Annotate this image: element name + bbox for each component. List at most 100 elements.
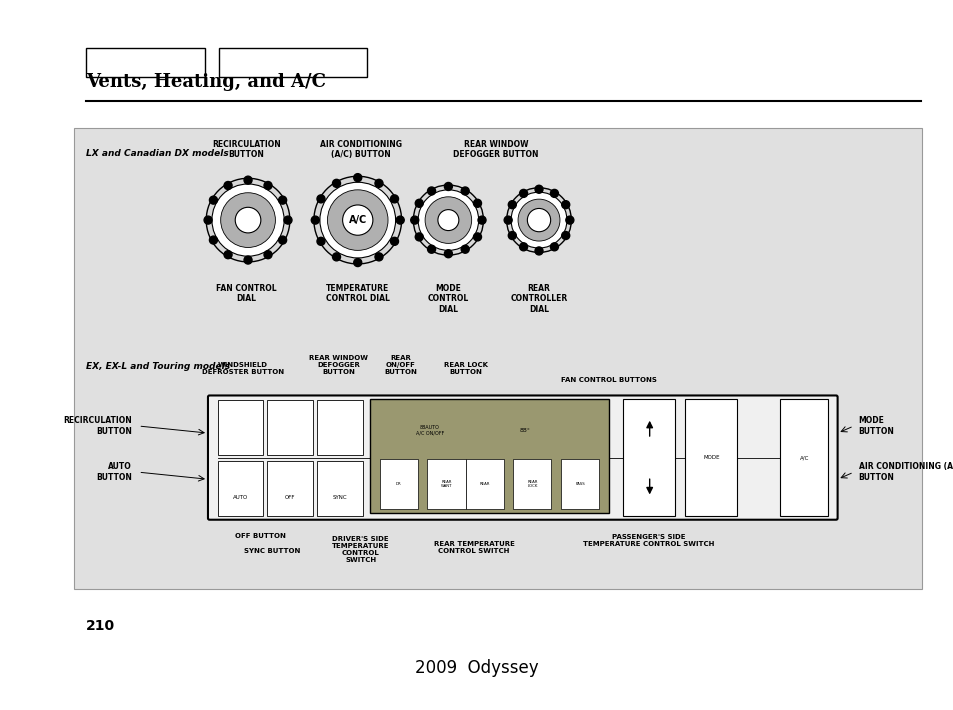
Circle shape: [327, 190, 388, 251]
Text: FAN CONTROL
DIAL: FAN CONTROL DIAL: [215, 284, 276, 303]
Bar: [267, 400, 313, 455]
Circle shape: [278, 236, 286, 244]
Text: DR: DR: [395, 482, 401, 486]
Circle shape: [311, 216, 319, 224]
Circle shape: [395, 216, 404, 224]
Circle shape: [390, 237, 398, 246]
Circle shape: [333, 180, 340, 187]
Circle shape: [519, 243, 527, 251]
Circle shape: [314, 176, 401, 264]
Text: REAR
CONTROLLER
DIAL: REAR CONTROLLER DIAL: [510, 284, 567, 314]
Circle shape: [316, 195, 325, 203]
Circle shape: [333, 253, 340, 261]
Text: PASSENGER'S SIDE
TEMPERATURE CONTROL SWITCH: PASSENGER'S SIDE TEMPERATURE CONTROL SWI…: [582, 534, 714, 547]
Text: WINDSHIELD
DEFROSTER BUTTON: WINDSHIELD DEFROSTER BUTTON: [202, 362, 284, 375]
Circle shape: [535, 185, 542, 193]
Bar: [86, 48, 205, 77]
Circle shape: [535, 247, 542, 255]
Circle shape: [413, 185, 483, 255]
Circle shape: [519, 190, 527, 197]
Circle shape: [210, 236, 217, 244]
Circle shape: [284, 216, 292, 224]
Text: REAR LOCK
BUTTON: REAR LOCK BUTTON: [443, 362, 487, 375]
FancyBboxPatch shape: [74, 128, 921, 589]
Circle shape: [264, 251, 272, 258]
Circle shape: [244, 176, 252, 184]
Text: 2009  Odyssey: 2009 Odyssey: [415, 659, 538, 677]
Bar: [219, 48, 367, 77]
Circle shape: [425, 197, 471, 244]
Circle shape: [415, 200, 423, 207]
Circle shape: [224, 251, 232, 258]
Text: RECIRCULATION
BUTTON: RECIRCULATION BUTTON: [212, 140, 280, 159]
Circle shape: [511, 192, 566, 248]
Circle shape: [375, 180, 382, 187]
Circle shape: [354, 258, 361, 266]
Circle shape: [437, 209, 458, 231]
Bar: [267, 462, 313, 516]
Text: SYNC: SYNC: [332, 495, 347, 500]
Text: REAR
WANT: REAR WANT: [440, 480, 452, 488]
Circle shape: [342, 205, 373, 235]
Circle shape: [220, 192, 275, 248]
Bar: [465, 459, 503, 509]
Circle shape: [550, 243, 558, 251]
Text: REAR WINDOW
DEFOGGER BUTTON: REAR WINDOW DEFOGGER BUTTON: [453, 140, 538, 159]
Circle shape: [278, 196, 286, 204]
Bar: [780, 399, 827, 516]
Text: Vents, Heating, and A/C: Vents, Heating, and A/C: [86, 73, 326, 91]
Circle shape: [427, 245, 436, 253]
Text: AUTO
BUTTON: AUTO BUTTON: [95, 462, 132, 482]
Bar: [684, 399, 737, 516]
Bar: [217, 462, 263, 516]
Circle shape: [503, 216, 512, 224]
Circle shape: [444, 182, 452, 190]
Text: 88°: 88°: [519, 427, 530, 433]
Bar: [379, 459, 417, 509]
Bar: [560, 459, 598, 509]
Circle shape: [224, 182, 232, 190]
Text: OFF BUTTON: OFF BUTTON: [234, 532, 286, 538]
Bar: [316, 462, 362, 516]
Text: AIR CONDITIONING
(A/C) BUTTON: AIR CONDITIONING (A/C) BUTTON: [319, 140, 401, 159]
Circle shape: [444, 250, 452, 258]
Text: LX and Canadian DX models: LX and Canadian DX models: [86, 149, 229, 158]
Text: AUTO: AUTO: [233, 495, 248, 500]
Circle shape: [204, 216, 212, 224]
Text: PASS: PASS: [575, 482, 584, 486]
Circle shape: [550, 190, 558, 197]
Bar: [513, 459, 551, 509]
Text: 210: 210: [86, 619, 115, 633]
Circle shape: [561, 201, 569, 209]
Circle shape: [415, 233, 423, 241]
Text: A/C: A/C: [799, 455, 808, 460]
Bar: [217, 400, 263, 455]
Circle shape: [212, 184, 284, 256]
Text: MODE
BUTTON: MODE BUTTON: [858, 416, 894, 436]
Text: REAR TEMPERATURE
CONTROL SWITCH: REAR TEMPERATURE CONTROL SWITCH: [434, 541, 514, 554]
Circle shape: [460, 245, 469, 253]
Circle shape: [417, 190, 478, 251]
Circle shape: [565, 216, 574, 224]
Circle shape: [316, 237, 325, 246]
Text: SYNC BUTTON: SYNC BUTTON: [243, 548, 300, 554]
Circle shape: [411, 216, 418, 224]
Bar: [622, 399, 675, 516]
Circle shape: [354, 174, 361, 182]
Text: A/C: A/C: [348, 215, 367, 225]
Text: RECIRCULATION
BUTTON: RECIRCULATION BUTTON: [63, 416, 132, 436]
Bar: [316, 400, 362, 455]
Text: 88AUTO
A/C ON/OFF: 88AUTO A/C ON/OFF: [416, 425, 443, 436]
Text: DRIVER'S SIDE
TEMPERATURE
CONTROL
SWITCH: DRIVER'S SIDE TEMPERATURE CONTROL SWITCH: [332, 536, 389, 563]
Circle shape: [390, 195, 398, 203]
Text: REAR
ON/OFF
BUTTON: REAR ON/OFF BUTTON: [384, 355, 416, 375]
Circle shape: [508, 231, 516, 239]
Text: MODE
CONTROL
DIAL: MODE CONTROL DIAL: [427, 284, 469, 314]
FancyBboxPatch shape: [208, 395, 837, 520]
Text: EX, EX-L and Touring models: EX, EX-L and Touring models: [86, 362, 230, 371]
Text: TEMPERATURE
CONTROL DIAL: TEMPERATURE CONTROL DIAL: [326, 284, 389, 303]
Text: FAN CONTROL BUTTONS: FAN CONTROL BUTTONS: [560, 378, 656, 383]
FancyBboxPatch shape: [370, 399, 608, 513]
Circle shape: [506, 187, 571, 253]
Bar: [427, 459, 465, 509]
